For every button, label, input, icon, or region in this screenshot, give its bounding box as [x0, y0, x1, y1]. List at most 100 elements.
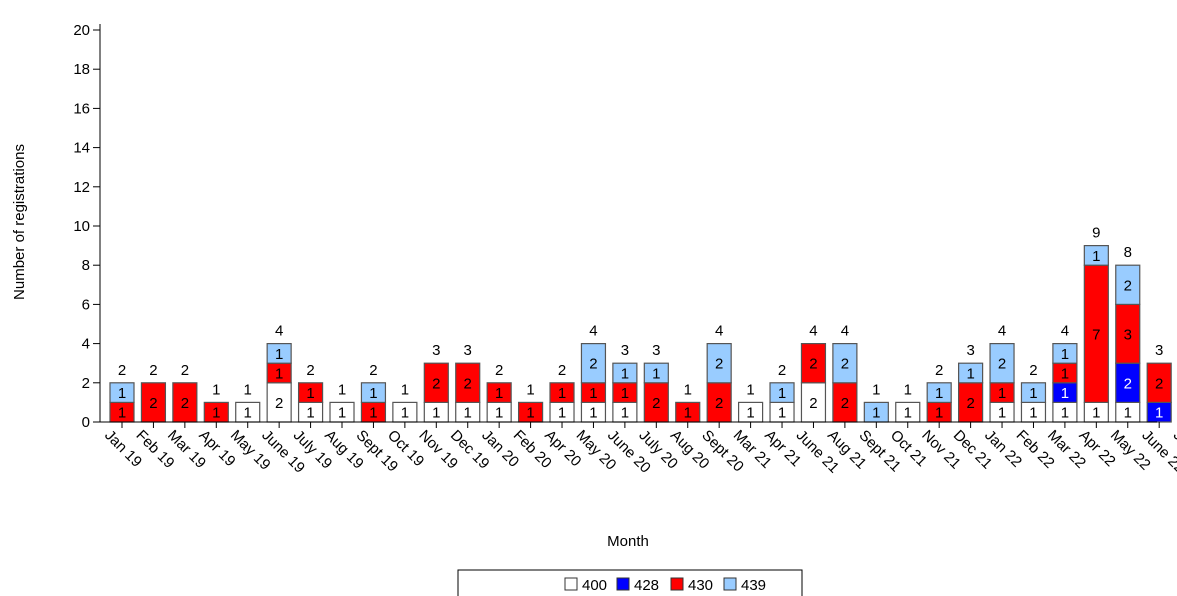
bar-total-label: 2 [149, 362, 157, 379]
segment-value-label: 1 [558, 405, 566, 422]
bar-segment-439 [1115, 264, 1141, 306]
legend-swatch-400 [564, 577, 578, 591]
y-axis-title: Number of registrations [11, 144, 28, 300]
segment-value-label: 1 [495, 405, 503, 422]
legend-swatch-439 [723, 577, 737, 591]
segment-value-label: 1 [212, 405, 220, 422]
segment-value-label: 1 [495, 385, 503, 402]
bar-segment-439 [580, 343, 607, 384]
segment-value-label: 1 [904, 405, 912, 422]
y-tick-label: 18 [73, 61, 90, 78]
bars-group: 1 1 2 2 2 2 2 1 1 1 1 2 1 1 4 1 1 2 1 1 1 1 2 1 1 1 2 3 1 2 3 1 1 2 1 1 1 1 2 1… [109, 225, 1172, 423]
bar-total-label: 2 [181, 362, 189, 379]
bar-segment-430 [455, 362, 481, 404]
segment-value-label: 1 [401, 405, 409, 422]
bar-total-label: 8 [1124, 244, 1132, 261]
bar-total-label: 2 [369, 362, 377, 379]
bar-total-label: 4 [1061, 323, 1069, 340]
segment-value-label: 1 [935, 405, 943, 422]
segment-value-label: 2 [432, 375, 440, 392]
segment-value-label: 1 [1061, 405, 1069, 422]
segment-value-label: 2 [1124, 277, 1132, 294]
bar-total-label: 2 [558, 362, 566, 379]
bar-segment-439 [769, 382, 795, 403]
bar-total-label: 1 [212, 381, 220, 398]
y-tick-label: 4 [82, 336, 90, 353]
segment-value-label: 2 [841, 395, 849, 412]
bar-segment-439 [989, 343, 1015, 384]
y-axis: 0 2 4 6 8 10 12 14 16 18 20 [73, 22, 101, 431]
segment-value-label: 1 [275, 346, 283, 363]
segment-value-label: 1 [1029, 385, 1037, 402]
bar-total-label: 3 [1155, 342, 1163, 359]
legend-swatch-428 [616, 577, 630, 591]
bar-total-label: 9 [1092, 225, 1100, 242]
segment-value-label: 1 [935, 385, 943, 402]
segment-value-label: 1 [966, 366, 974, 383]
legend-label-430: 430 [688, 577, 713, 594]
bar-segment-430 [486, 382, 512, 403]
bar-total-label: 2 [306, 362, 314, 379]
segment-value-label: 1 [1061, 346, 1069, 363]
segment-value-label: 1 [1061, 385, 1069, 402]
bar-total-label: 3 [432, 342, 440, 359]
bar-segment-439 [109, 382, 135, 403]
segment-value-label: 1 [338, 405, 346, 422]
bar-total-label: 2 [1029, 362, 1037, 379]
bar-segment-439 [832, 343, 858, 384]
legend-label-439: 439 [741, 577, 766, 594]
bar-segment-439 [643, 362, 669, 384]
bar-total-label: 1 [526, 381, 534, 398]
bar-segment-430 [706, 382, 732, 423]
segment-value-label: 1 [589, 405, 597, 422]
bar-segment-430 [958, 382, 984, 423]
bar-total-label: 4 [998, 323, 1006, 340]
segment-value-label: 2 [149, 395, 157, 412]
bar-total-label: 1 [872, 381, 880, 398]
y-tick-label: 16 [73, 100, 90, 117]
bar-segment-439 [612, 362, 638, 384]
segment-value-label: 1 [998, 405, 1006, 422]
segment-value-label: 1 [306, 405, 314, 422]
bar-segment-430 [800, 343, 827, 384]
bar-segment-439 [1083, 245, 1109, 266]
bar-total-label: 4 [809, 323, 817, 340]
bar-total-label: 1 [244, 381, 252, 398]
bar-segment-430 [423, 362, 449, 404]
bar-total-label: 3 [464, 342, 472, 359]
bar-segment-439 [958, 362, 984, 384]
bar-segment-430 [549, 382, 575, 403]
segment-value-label: 1 [1155, 405, 1163, 422]
segment-value-label: 1 [275, 366, 283, 383]
segment-value-label: 2 [841, 356, 849, 373]
segment-value-label: 1 [244, 405, 252, 422]
segment-value-label: 1 [1124, 405, 1132, 422]
segment-value-label: 1 [778, 385, 786, 402]
y-tick-label: 14 [73, 140, 90, 157]
segment-value-label: 2 [715, 356, 723, 373]
bar-total-label: 3 [652, 342, 660, 359]
segment-value-label: 2 [275, 395, 283, 412]
segment-value-label: 2 [966, 395, 974, 412]
bar-total-label: 3 [966, 342, 974, 359]
bar-total-label: 1 [684, 381, 692, 398]
bar-segment-439 [706, 343, 732, 384]
bar-segment-430 [140, 382, 167, 423]
bar-total-label: 4 [589, 323, 597, 340]
segment-value-label: 7 [1092, 326, 1100, 343]
y-tick-label: 20 [73, 22, 90, 39]
bar-total-label: 2 [778, 362, 786, 379]
segment-value-label: 3 [1124, 326, 1132, 343]
bar-segment-430 [1083, 264, 1109, 404]
segment-value-label: 1 [684, 405, 692, 422]
y-tick-label: 12 [73, 179, 90, 196]
segment-value-label: 1 [369, 405, 377, 422]
segment-value-label: 1 [118, 405, 126, 422]
segment-value-label: 1 [1029, 405, 1037, 422]
segment-value-label: 1 [464, 405, 472, 422]
bar-segment-430 [643, 382, 669, 423]
bar-total-label: 3 [621, 342, 629, 359]
bar-segment-428 [1115, 362, 1141, 404]
